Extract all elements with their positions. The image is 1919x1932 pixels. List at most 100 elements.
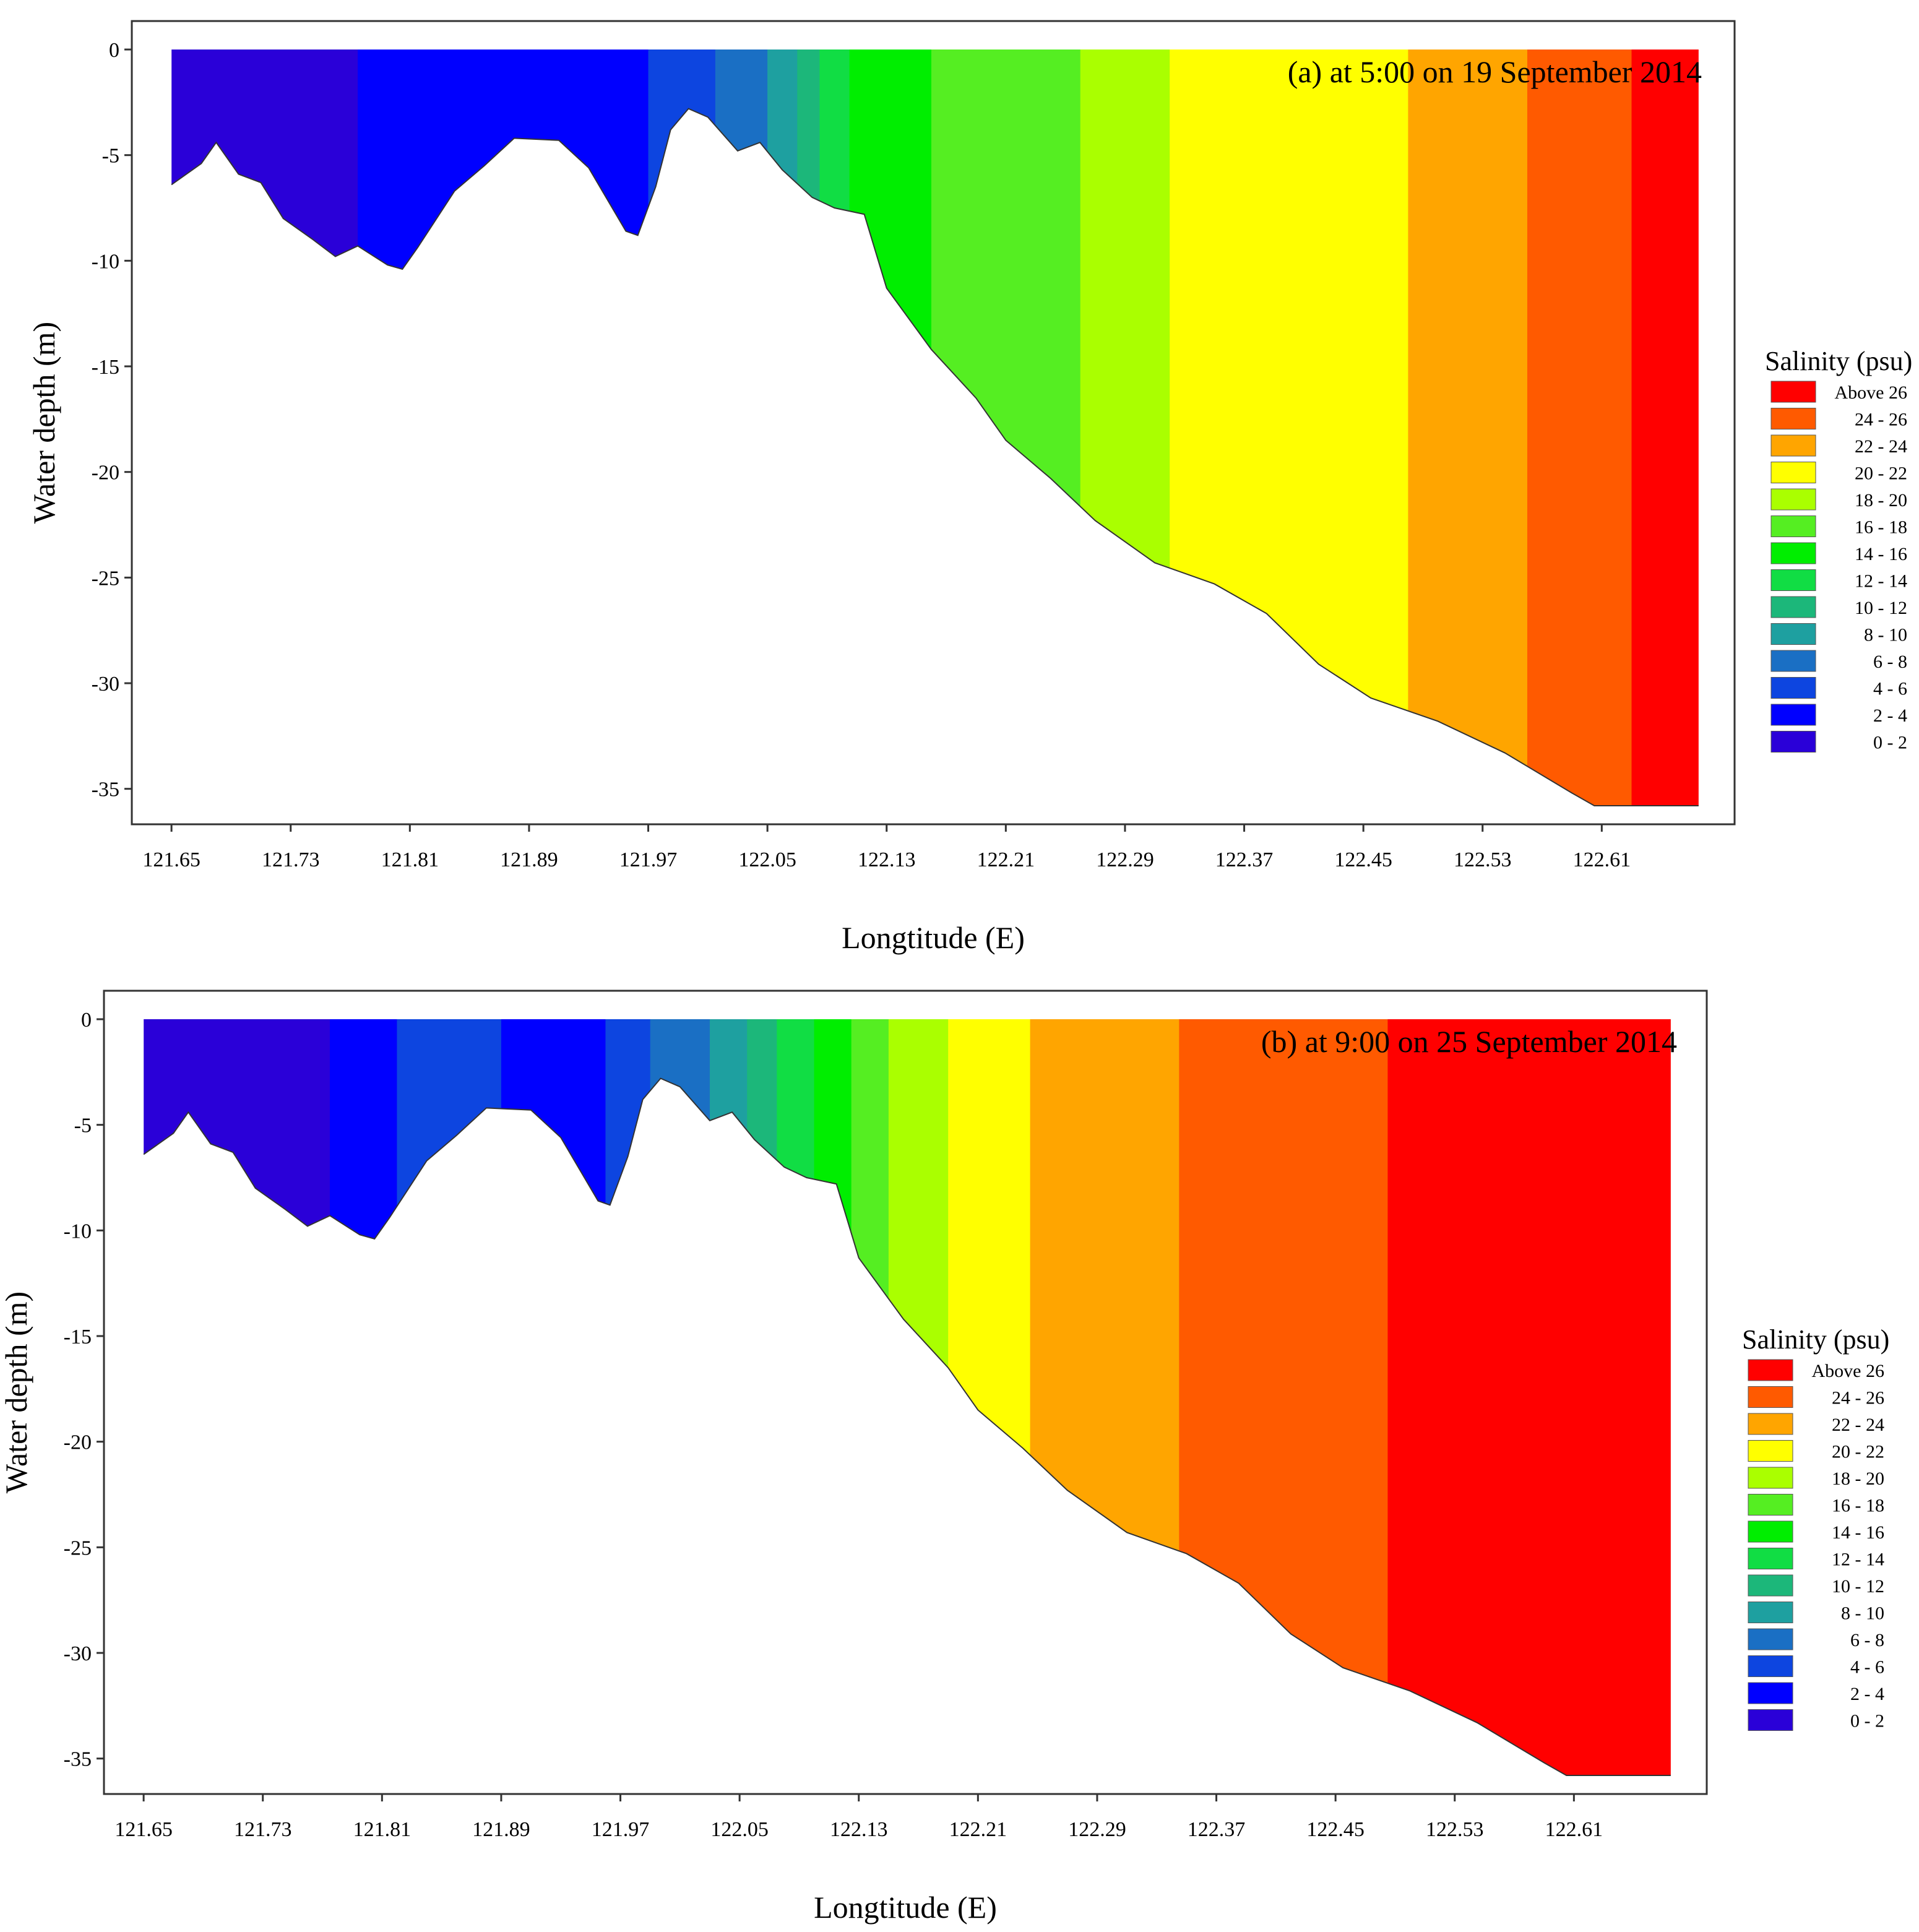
panel-a: 0 -5 -10 -15 -20 -25 -30 -35 121.65 121.73 121.81 1… [27,20,1912,955]
y-tick-label: -10 [92,250,119,273]
x-tick-label: 121.65 [114,1818,173,1841]
x-tick-label: 122.29 [1068,1818,1126,1841]
legend-swatch [1770,381,1816,403]
seabed-line [143,1077,1671,1776]
y-tick-label: -10 [64,1220,92,1243]
x-tick-label: 121.81 [353,1818,412,1841]
y-tick-label: -25 [92,567,119,590]
legend-label: 8 - 10 [1864,625,1907,645]
legend-swatch [1748,1655,1793,1677]
x-tick-label: 121.81 [381,848,439,871]
x-tick-label: 122.45 [1306,1818,1365,1841]
x-tick-label: 122.29 [1096,848,1154,871]
x-tick-label: 121.89 [500,848,558,871]
y-tick-label: -30 [64,1642,92,1665]
x-tick-label: 121.97 [592,1818,650,1841]
y-tick-label: -35 [64,1748,92,1771]
legend-swatch [1770,408,1816,429]
y-axis-label: Water depth (m) [27,322,61,524]
legend-swatch [1770,704,1816,726]
salinity-section-chart: 0 -5 -10 -15 -20 -25 -30 -35 121.65 121.73 121.81 1… [27,20,1912,955]
legend-title: Salinity (psu) [1742,1324,1889,1355]
salinity-zone [1387,1019,1671,1775]
legend-swatch [1748,1602,1793,1623]
legend-label: 20 - 22 [1855,464,1907,484]
x-tick-label: 122.37 [1215,848,1274,871]
x-tick-label: 122.61 [1545,1818,1603,1841]
legend-label: 2 - 4 [1873,705,1907,726]
x-tick-label: 122.21 [977,848,1035,871]
legend-label: 14 - 16 [1832,1522,1884,1543]
legend-label: 12 - 14 [1855,571,1907,592]
y-tick-label: -5 [102,145,119,168]
x-tick-label: 122.53 [1454,848,1512,871]
x-tick-label: 122.13 [830,1818,888,1841]
x-tick-label: 121.73 [262,848,320,871]
x-tick-label: 121.89 [472,1818,530,1841]
legend-label: 4 - 6 [1873,679,1907,699]
y-tick-label: 0 [81,1009,92,1032]
legend-label: 18 - 20 [1832,1468,1884,1489]
x-tick-label: 121.97 [619,848,678,871]
legend-label: 10 - 12 [1855,598,1907,618]
y-axis-label: Water depth (m) [0,1292,33,1493]
legend-label: 24 - 26 [1855,410,1907,430]
legend-label: 2 - 4 [1850,1684,1884,1704]
x-tick-label: 122.05 [738,848,796,871]
legend-label: 16 - 18 [1855,517,1907,538]
y-tick-label: -25 [64,1537,92,1559]
y-tick-label: 0 [109,39,119,62]
legend-swatch [1770,515,1816,537]
x-tick-label: 122.05 [710,1818,769,1841]
legend-swatch [1748,1548,1793,1569]
legend-swatch [1748,1440,1793,1462]
legend-title: Salinity (psu) [1765,346,1912,376]
x-axis-label: Longtitude (E) [814,1890,997,1925]
legend-label: 12 - 14 [1832,1550,1884,1570]
y-tick-label: -15 [64,1326,92,1348]
legend-label: 6 - 8 [1873,652,1907,672]
chart-title: (a) at 5:00 on 19 September 2014 [1288,54,1702,89]
legend-swatch [1770,650,1816,672]
legend-label: 6 - 8 [1850,1630,1884,1650]
legend-swatch [1770,677,1816,699]
x-tick-label: 122.45 [1334,848,1392,871]
legend-swatch [1770,434,1816,457]
panel-b: 0 -5 -10 -15 -20 -25 -30 -35 121.65 121.73 121.81 1… [0,966,1919,1932]
x-axis-label: Longtitude (E) [842,920,1025,955]
y-tick-label: -20 [64,1431,92,1454]
salinity-zone [1631,50,1699,806]
legend-swatch [1770,569,1816,591]
legend-label: 4 - 6 [1850,1657,1884,1678]
y-tick-label: -15 [92,356,119,379]
legend-label: Above 26 [1812,1361,1884,1381]
legend-swatch [1748,1574,1793,1597]
y-tick-label: -30 [92,673,119,696]
y-tick-label: -35 [92,778,119,801]
legend-label: 16 - 18 [1832,1496,1884,1516]
legend-label: 0 - 2 [1873,733,1907,753]
x-tick-label: 121.65 [142,848,201,871]
salinity-zone [1527,50,1633,806]
legend-swatch [1748,1709,1793,1731]
legend-swatch [1748,1386,1793,1408]
x-tick-label: 122.61 [1573,848,1631,871]
legend-swatch [1770,488,1816,511]
legend-label: 10 - 12 [1832,1576,1884,1597]
chart-title: (b) at 9:00 on 25 September 2014 [1261,1024,1677,1059]
legend-swatch [1748,1467,1793,1489]
x-tick-label: 122.21 [949,1818,1007,1841]
legend-swatch [1770,731,1816,753]
legend-swatch [1770,596,1816,618]
legend-label: 14 - 16 [1855,544,1907,564]
salinity-section-chart: 0 -5 -10 -15 -20 -25 -30 -35 121.65 121.73 121.81 1… [0,990,1889,1925]
legend-label: 8 - 10 [1841,1603,1884,1624]
salinity-zone [1408,50,1529,806]
legend-swatch [1770,542,1816,564]
x-tick-label: 122.53 [1426,1818,1484,1841]
legend-swatch [1748,1520,1793,1543]
legend-label: 18 - 20 [1855,490,1907,511]
legend-label: 22 - 24 [1832,1415,1884,1435]
legend-label: Above 26 [1835,382,1907,403]
legend-swatch [1748,1628,1793,1650]
